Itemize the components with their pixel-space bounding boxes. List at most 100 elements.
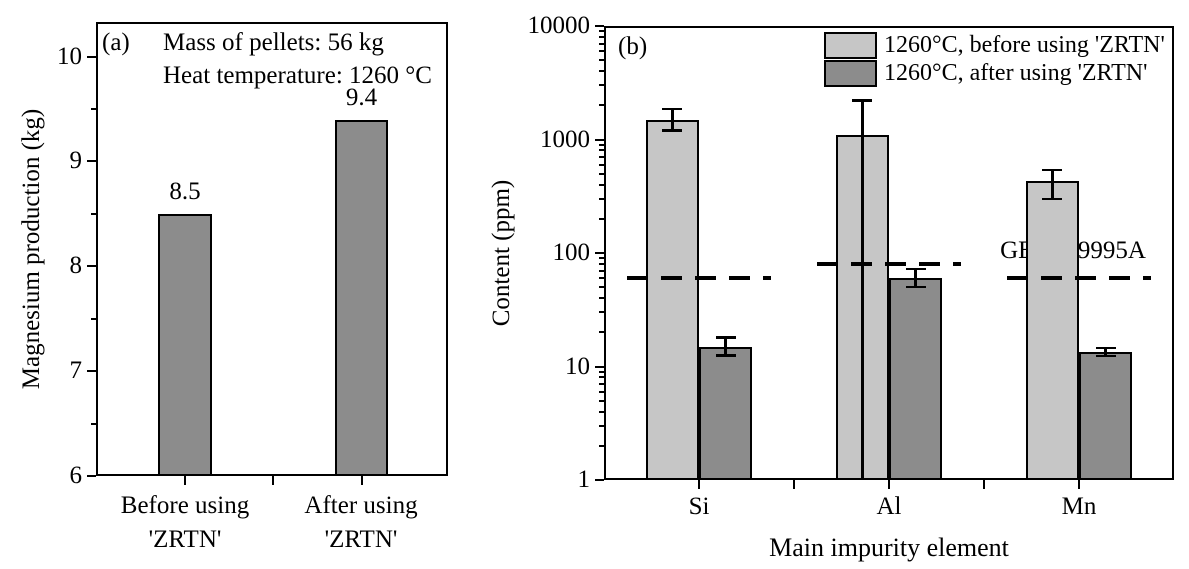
panel-b-y-tick-label: 10 xyxy=(565,352,590,380)
panel-a-xcat-after-line2: 'ZRTN' xyxy=(324,526,398,553)
panel-b-error-bar-line xyxy=(724,337,727,356)
panel-b-y-minor-tick xyxy=(599,104,604,107)
panel-b-error-bar-cap-top xyxy=(1095,346,1116,350)
panel-a-x-tick xyxy=(360,476,363,485)
panel-a-y-tick-label: 9 xyxy=(69,147,83,175)
panel-a-y-tick-label: 8 xyxy=(69,252,83,280)
panel-a-y-major-tick xyxy=(87,55,96,58)
legend-swatch-after xyxy=(824,60,877,87)
panel-a-bar xyxy=(334,119,389,476)
panel-b-xcat-si: Si xyxy=(688,493,710,520)
panel-b-error-bar-cap-top xyxy=(852,99,873,102)
panel-b-y-minor-tick xyxy=(599,35,604,38)
panel-a-annotation-temperature: Heat temperature: 1260 °C xyxy=(163,62,432,89)
panel-a-bar xyxy=(158,213,212,476)
panel-b-error-bar-line xyxy=(1051,169,1054,199)
panel-a-y-minor-tick xyxy=(91,108,96,111)
panel-a-y-major-tick xyxy=(87,475,96,477)
panel-a-xcat-before: Before using 'ZRTN' xyxy=(121,489,249,557)
panel-a-xcat-after-line1: After using xyxy=(304,492,418,519)
panel-b-y-minor-tick xyxy=(599,370,604,373)
panel-a-frame xyxy=(96,22,448,476)
panel-b-y-minor-tick xyxy=(599,143,604,146)
panel-b-y-minor-tick xyxy=(599,331,604,334)
panel-b-error-bar-line xyxy=(914,269,917,288)
panel-b-y-minor-tick xyxy=(599,70,604,73)
panel-b-y-minor-tick xyxy=(599,376,604,379)
legend-label-before: 1260°C, before using 'ZRTN' xyxy=(884,32,1165,58)
panel-b-error-bar-cap-top xyxy=(662,107,683,111)
panel-a-y-major-tick xyxy=(87,160,96,163)
panel-b-error-bar-cap-bottom xyxy=(1095,354,1116,358)
panel-a-x-tick xyxy=(272,476,275,485)
panel-a-y-tick-label: 6 xyxy=(69,462,83,489)
gb-limit-dashed-line xyxy=(817,262,961,266)
panel-b-error-bar-cap-top xyxy=(905,267,926,271)
panel-b-bar-before xyxy=(1025,181,1079,480)
panel-b-x-tick xyxy=(888,480,890,489)
panel-b-y-minor-tick xyxy=(599,410,604,413)
panel-b-y-minor-tick xyxy=(599,424,604,427)
panel-b-y-minor-tick xyxy=(599,444,604,447)
panel-b-y-major-tick xyxy=(595,365,604,368)
gb-limit-dashed-line xyxy=(627,276,771,280)
panel-b-y-major-tick xyxy=(595,479,604,481)
panel-b-error-bar-cap-top xyxy=(715,336,736,339)
panel-b-x-tick xyxy=(1078,480,1080,489)
legend-label-after: 1260°C, after using 'ZRTN' xyxy=(884,60,1148,86)
panel-b-y-minor-tick xyxy=(599,172,604,175)
panel-b-error-bar-line xyxy=(861,100,864,480)
panel-a-xcat-before-line2: 'ZRTN' xyxy=(148,526,222,553)
panel-b-y-minor-tick xyxy=(599,269,604,272)
panel-a-tag: (a) xyxy=(102,29,130,56)
panel-b-y-major-tick xyxy=(595,252,604,254)
panel-b-y-minor-tick xyxy=(599,50,604,53)
panel-a-x-tick xyxy=(184,476,186,485)
panel-a-y-minor-tick xyxy=(91,422,96,425)
panel-b-y-minor-tick xyxy=(599,149,604,152)
panel-a-annotation-mass: Mass of pellets: 56 kg xyxy=(163,29,384,56)
panel-b-x-tick xyxy=(698,480,700,489)
panel-b-y-major-tick xyxy=(595,25,604,27)
panel-b-y-tick-label: 1 xyxy=(577,466,591,493)
panel-b-error-bar-cap-bottom xyxy=(715,354,736,357)
panel-b-error-bar-cap-bottom xyxy=(905,285,926,289)
panel-a-y-tick-label: 10 xyxy=(57,42,82,70)
panel-b-y-minor-tick xyxy=(599,277,604,280)
panel-b-y-minor-tick xyxy=(599,42,604,45)
panel-b-y-tick-label: 100 xyxy=(552,239,591,266)
panel-b-tag: (b) xyxy=(618,33,648,60)
panel-b-x-axis-title: Main impurity element xyxy=(769,533,1009,562)
panel-b-error-bar-cap-bottom xyxy=(662,129,683,132)
panel-b-y-minor-tick xyxy=(599,262,604,265)
panel-b-y-minor-tick xyxy=(599,183,604,186)
gb-limit-dashed-line xyxy=(1007,276,1151,280)
panel-b-bar-after xyxy=(1079,352,1133,480)
panel-b-error-bar-cap-top xyxy=(1042,168,1063,172)
panel-b-xcat-mn: Mn xyxy=(1061,493,1097,520)
panel-b-y-minor-tick xyxy=(599,84,604,87)
panel-b-y-minor-tick xyxy=(599,383,604,386)
panel-b-y-minor-tick xyxy=(599,399,604,402)
panel-b-y-minor-tick xyxy=(599,59,604,62)
panel-b-error-bar-line xyxy=(1104,347,1107,356)
panel-b-y-minor-tick xyxy=(599,197,604,200)
panel-b-y-minor-tick xyxy=(599,156,604,159)
panel-b-y-minor-tick xyxy=(599,257,604,260)
panel-b-y-major-tick xyxy=(595,138,604,141)
panel-a-y-tick-label: 7 xyxy=(69,357,83,385)
panel-b-y-tick-label: 1000 xyxy=(540,125,590,153)
panel-b-y-minor-tick xyxy=(599,311,604,314)
panel-a-xcat-before-line1: Before using xyxy=(120,492,250,519)
panel-b-y-minor-tick xyxy=(599,217,604,220)
panel-b-bar-after xyxy=(699,346,753,480)
panel-a-xcat-after: After using 'ZRTN' xyxy=(304,489,417,557)
panel-b-y-minor-tick xyxy=(599,297,604,300)
panel-b-y-tick-label: 10000 xyxy=(527,12,591,39)
panel-b-bar-before xyxy=(645,119,699,480)
panel-b-x-tick xyxy=(793,480,795,489)
panel-b-x-tick xyxy=(983,480,985,489)
panel-a-y-major-tick xyxy=(87,370,96,373)
panel-b-y-minor-tick xyxy=(599,390,604,393)
panel-b-error-bar-cap-bottom xyxy=(1042,197,1063,201)
